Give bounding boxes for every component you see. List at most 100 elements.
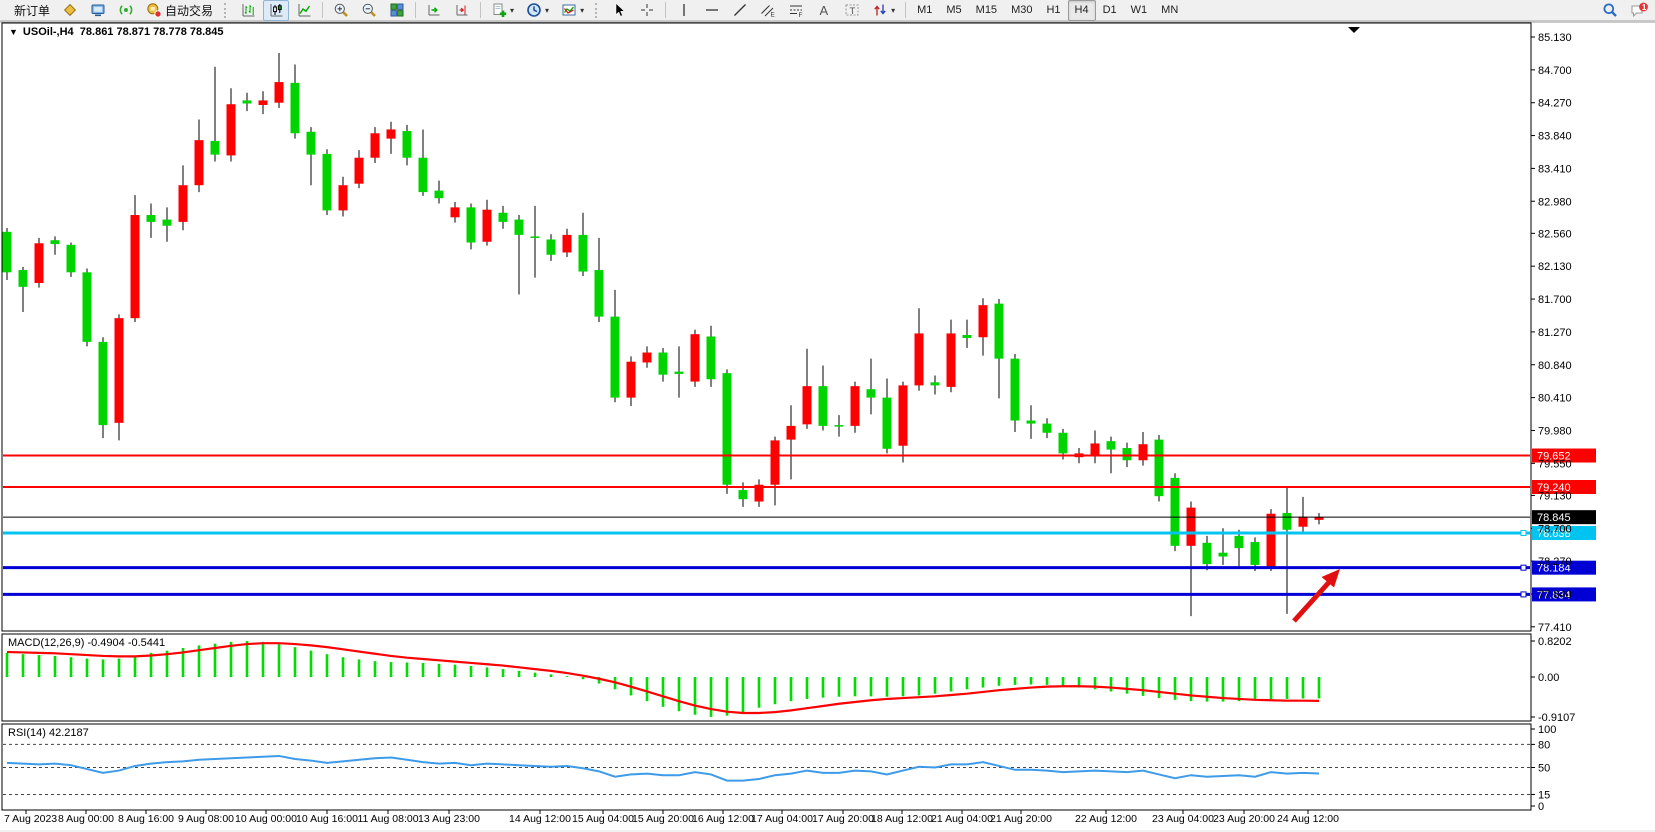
horizontal-line-tool-icon (704, 2, 720, 18)
candle (1058, 432, 1068, 454)
candle (34, 243, 44, 284)
candle (1266, 513, 1276, 567)
terminal-button[interactable] (85, 0, 111, 21)
trendline-tool-button[interactable] (727, 0, 753, 21)
candle (530, 236, 540, 238)
time-tick-label: 17 Aug 20:00 (812, 813, 874, 825)
time-tick-label: 16 Aug 12:00 (692, 813, 754, 825)
candle (114, 318, 124, 423)
vertical-line-tool-button[interactable] (671, 0, 697, 21)
candle (450, 207, 460, 218)
candle (1106, 441, 1116, 450)
new-order-button[interactable]: 新订单 (6, 0, 55, 21)
line-handle[interactable] (1520, 564, 1527, 571)
chart-ohlc-values: 78.861 78.871 78.778 78.845 (79, 26, 224, 38)
arrows-tool-button[interactable]: ▾ (867, 0, 900, 21)
timeframe-button-h4[interactable]: H4 (1067, 0, 1096, 21)
tile-windows-button[interactable] (384, 0, 410, 21)
line-chart-mode-button[interactable] (291, 0, 317, 21)
timeframe-button-m1[interactable]: M1 (917, 3, 933, 16)
price-tick-label: 84.270 (1538, 98, 1572, 110)
horizontal-line-tool-button[interactable] (699, 0, 725, 21)
candle (1282, 512, 1292, 530)
time-tick-label: 14 Aug 12:00 (509, 813, 571, 825)
candle (594, 270, 604, 317)
candle (914, 333, 924, 386)
label-tool-button[interactable]: T (839, 0, 865, 21)
timeframe-button-m5[interactable]: M5 (946, 3, 962, 16)
candle (962, 334, 972, 339)
dropdown-caret-icon[interactable]: ▾ (891, 5, 896, 15)
candle (2, 231, 12, 273)
candle (194, 140, 204, 186)
timeframe-button-w1[interactable]: W1 (1130, 3, 1148, 16)
macd-tick-label: 0.00 (1538, 672, 1559, 684)
candle (1314, 517, 1324, 520)
timeframe-button-d1[interactable]: D1 (1102, 3, 1117, 16)
time-tick-label: 10 Aug 00:00 (235, 813, 297, 825)
text-tool-button[interactable]: A (811, 0, 837, 21)
line-handle[interactable] (1520, 591, 1527, 598)
timeframe-button-m15[interactable]: M15 (975, 3, 998, 16)
auto-scroll-button[interactable] (421, 0, 447, 21)
rsi-line (6, 754, 1320, 782)
line-chart-mode-icon (296, 2, 312, 18)
timeframe-button-mn[interactable]: MN (1161, 3, 1179, 16)
time-tick-label: 15 Aug 20:00 (632, 813, 694, 825)
time-axis[interactable]: 7 Aug 2023 8 Aug 00:00 8 Aug 16:00 9 Aug 08… (4, 810, 1339, 825)
dropdown-caret-icon[interactable]: ▾ (580, 5, 585, 15)
indicators-button[interactable]: ▾ (556, 0, 589, 21)
line-handle[interactable] (1520, 529, 1527, 536)
crosshair-tool-button[interactable] (634, 0, 660, 21)
auto-scroll-icon (426, 2, 442, 18)
time-tick-label: 9 Aug 08:00 (178, 813, 234, 825)
fibonacci-tool-icon: F (788, 2, 804, 18)
timeframe-button-m30[interactable]: M30 (1011, 3, 1033, 16)
candlestick-mode-button[interactable] (263, 0, 290, 21)
candle (1154, 439, 1164, 497)
chart-shift-marker[interactable] (1348, 27, 1360, 33)
candle (722, 373, 732, 485)
chart-title-collapse-icon[interactable]: ▼ (9, 27, 18, 37)
candle (98, 341, 108, 426)
annotation-arrow[interactable] (1292, 569, 1340, 623)
time-tick-label: 23 Aug 04:00 (1152, 813, 1214, 825)
candle (322, 153, 332, 211)
zoom-in-icon (333, 2, 349, 18)
autotrade-button-label: 自动交易 (165, 3, 214, 18)
time-tick-label: 13 Aug 23:00 (418, 813, 480, 825)
dropdown-caret-icon[interactable]: ▾ (510, 5, 515, 15)
candle (18, 270, 28, 287)
market-watch-icon (62, 2, 78, 18)
bar-chart-mode-button[interactable] (235, 0, 261, 21)
timeframe-button-h1[interactable]: H1 (1046, 3, 1061, 16)
cursor-tool-button[interactable] (606, 0, 632, 21)
chart-symbol-period: USOil-,H4 (22, 26, 74, 38)
candle (306, 131, 316, 155)
periods-icon (526, 2, 542, 18)
notifications-button[interactable]: 1 (1625, 0, 1654, 21)
candle (1042, 423, 1052, 433)
zoom-out-button[interactable] (356, 0, 382, 21)
new-chart-button[interactable]: ▾ (486, 0, 519, 21)
price-label-text: 78.184 (1537, 563, 1571, 575)
zoom-in-button[interactable] (328, 0, 354, 21)
periods-button[interactable]: ▾ (521, 0, 554, 21)
fibonacci-tool-button[interactable]: F (783, 0, 809, 21)
market-watch-button[interactable] (57, 0, 83, 21)
candle (226, 104, 236, 156)
channel-tool-button[interactable]: E (755, 0, 781, 21)
candle (1202, 542, 1212, 565)
rsi-tick-label: 80 (1538, 739, 1550, 751)
search-button[interactable] (1597, 0, 1623, 21)
autotrade-icon (146, 2, 162, 18)
candle (1026, 420, 1036, 424)
window-bottom-edge (0, 830, 1655, 832)
candle (274, 82, 284, 103)
candle (866, 389, 876, 398)
dropdown-caret-icon[interactable]: ▾ (545, 5, 550, 15)
chart-shift-button[interactable] (449, 0, 475, 21)
autotrade-button[interactable]: 自动交易 (141, 0, 218, 21)
signals-button[interactable] (113, 0, 139, 21)
price-axis[interactable]: 79.652 79.240 78.845 78.638 78.184 77.834 (1531, 36, 1596, 807)
